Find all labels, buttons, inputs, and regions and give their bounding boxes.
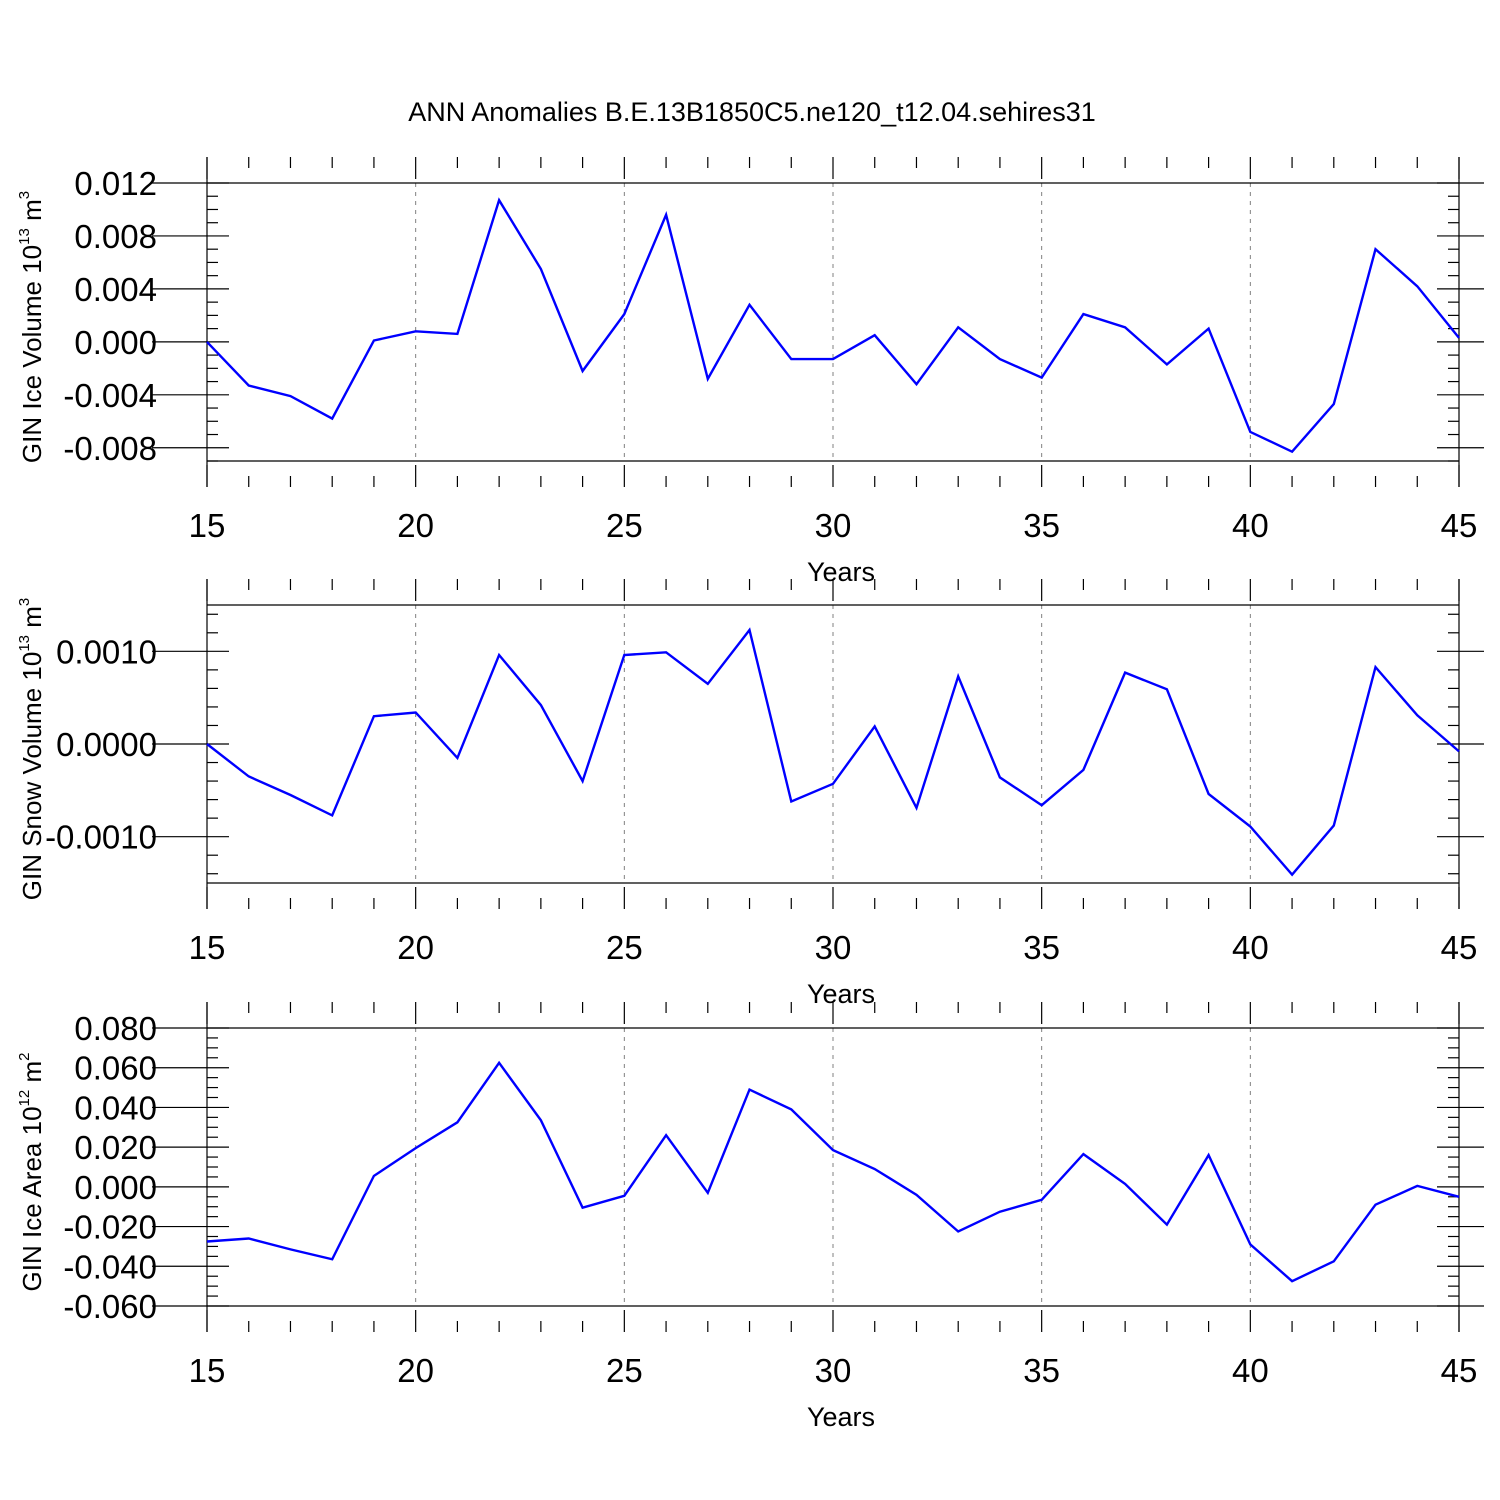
panel-2: -0.0010 0.0000 0.0010 15 20 25 30 35 40 45 Years GI… [16, 579, 1484, 1009]
x-tick-label: 15 [189, 1352, 226, 1389]
x-tick-label: 20 [397, 929, 434, 966]
y-tick-label: -0.0010 [45, 819, 157, 856]
y-tick-label: -0.008 [63, 430, 157, 467]
y-axis-label: GIN Ice Area 1012 m2 [16, 1053, 47, 1292]
y-tick-label: 0.000 [74, 324, 157, 361]
y-tick-label: 0.000 [74, 1169, 157, 1206]
x-tick-label: 40 [1232, 507, 1269, 544]
y-tick-label: 0.060 [74, 1050, 157, 1087]
x-tick-label: 20 [397, 507, 434, 544]
panels: -0.008 -0.004 0.000 0.004 0.008 0.012 15 20 25 30… [16, 157, 1484, 1432]
y-tick-label: 0.020 [74, 1129, 157, 1166]
x-tick-label: 25 [606, 507, 643, 544]
series-line [206, 627, 1460, 877]
x-tick-label: 15 [189, 507, 226, 544]
x-tick-label: 35 [1023, 507, 1060, 544]
y-axis-label: GIN Ice Volume 1013 m3 [16, 191, 47, 463]
x-tick-label: 35 [1023, 929, 1060, 966]
panel-1: -0.008 -0.004 0.000 0.004 0.008 0.012 15 20 25 30… [16, 157, 1484, 587]
x-tick-label: 30 [815, 929, 852, 966]
y-tick-label: 0.040 [74, 1089, 157, 1126]
x-axis-label: Years [807, 557, 875, 587]
y-tick-label: -0.040 [63, 1248, 157, 1285]
figure-title: ANN Anomalies B.E.13B1850C5.ne120_t12.04… [408, 97, 1095, 127]
y-axis-label: GIN Snow Volume 1013 m3 [16, 598, 47, 901]
y-tick-label: -0.004 [63, 377, 157, 414]
x-tick-label: 45 [1441, 507, 1478, 544]
x-tick-label: 35 [1023, 1352, 1060, 1389]
y-tick-label: 0.0010 [56, 633, 157, 670]
x-tick-label: 30 [815, 1352, 852, 1389]
x-tick-label: 25 [606, 929, 643, 966]
x-tick-label: 40 [1232, 929, 1269, 966]
y-tick-label: 0.012 [74, 165, 157, 202]
y-tick-label: -0.060 [63, 1288, 157, 1325]
x-tick-label: 25 [606, 1352, 643, 1389]
y-tick-label: 0.0000 [56, 726, 157, 763]
y-tick-label: 0.004 [74, 271, 157, 308]
x-tick-label: 15 [189, 929, 226, 966]
x-tick-label: 45 [1441, 1352, 1478, 1389]
series-line [206, 197, 1460, 454]
x-axis-label: Years [807, 979, 875, 1009]
x-axis-label: Years [807, 1402, 875, 1432]
y-tick-label: 0.080 [74, 1010, 157, 1047]
x-tick-label: 20 [397, 1352, 434, 1389]
y-tick-label: 0.008 [74, 218, 157, 255]
panel-3: -0.060-0.040-0.0200.0000.0200.0400.0600.… [16, 1002, 1484, 1432]
x-tick-label: 45 [1441, 929, 1478, 966]
x-tick-label: 40 [1232, 1352, 1269, 1389]
series-line [206, 1060, 1460, 1283]
x-tick-label: 30 [815, 507, 852, 544]
y-tick-label: -0.020 [63, 1209, 157, 1246]
